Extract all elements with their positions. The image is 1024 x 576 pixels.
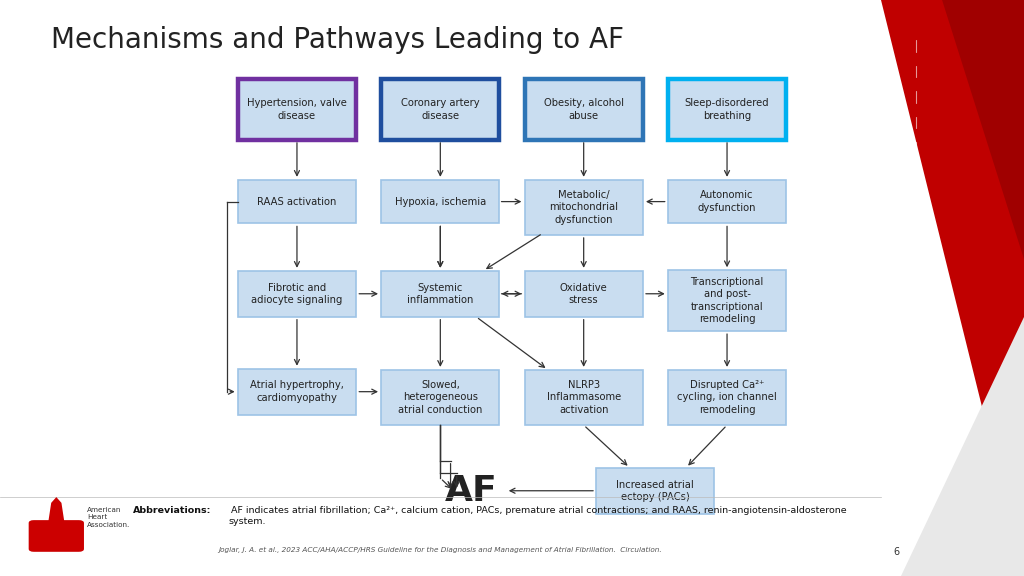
FancyBboxPatch shape bbox=[596, 468, 715, 514]
FancyBboxPatch shape bbox=[524, 370, 643, 425]
Text: Increased atrial
ectopy (PACs): Increased atrial ectopy (PACs) bbox=[616, 480, 694, 502]
Text: American
Heart
Association.: American Heart Association. bbox=[87, 507, 130, 528]
Text: AF indicates atrial fibrillation; Ca²⁺, calcium cation, PACs, premature atrial c: AF indicates atrial fibrillation; Ca²⁺, … bbox=[228, 506, 847, 526]
FancyBboxPatch shape bbox=[668, 370, 786, 425]
FancyBboxPatch shape bbox=[524, 180, 643, 235]
FancyBboxPatch shape bbox=[238, 271, 356, 317]
FancyBboxPatch shape bbox=[668, 271, 786, 331]
FancyBboxPatch shape bbox=[524, 271, 643, 317]
Text: Transcriptional
and post-
transcriptional
remodeling: Transcriptional and post- transcriptiona… bbox=[690, 277, 764, 324]
FancyBboxPatch shape bbox=[381, 271, 500, 317]
Text: Abbreviations:: Abbreviations: bbox=[133, 506, 212, 515]
Text: Hypoxia, ischemia: Hypoxia, ischemia bbox=[394, 196, 486, 207]
Polygon shape bbox=[901, 317, 1024, 576]
Text: Fibrotic and
adiocyte signaling: Fibrotic and adiocyte signaling bbox=[251, 283, 343, 305]
Text: Metabolic/
mitochondrial
dysfunction: Metabolic/ mitochondrial dysfunction bbox=[549, 190, 618, 225]
Text: Autonomic
dysfunction: Autonomic dysfunction bbox=[697, 191, 757, 213]
FancyBboxPatch shape bbox=[524, 79, 643, 139]
Text: NLRP3
Inflammasome
activation: NLRP3 Inflammasome activation bbox=[547, 380, 621, 415]
FancyBboxPatch shape bbox=[668, 79, 786, 139]
Text: Joglar, J. A. et al., 2023 ACC/AHA/ACCP/HRS Guideline for the Diagnosis and Mana: Joglar, J. A. et al., 2023 ACC/AHA/ACCP/… bbox=[218, 547, 663, 554]
Polygon shape bbox=[881, 0, 1024, 576]
FancyBboxPatch shape bbox=[381, 370, 500, 425]
Text: Disrupted Ca²⁺
cycling, ion channel
remodeling: Disrupted Ca²⁺ cycling, ion channel remo… bbox=[677, 380, 777, 415]
Text: Atrial hypertrophy,
cardiomyopathy: Atrial hypertrophy, cardiomyopathy bbox=[250, 381, 344, 403]
FancyBboxPatch shape bbox=[668, 180, 786, 223]
FancyBboxPatch shape bbox=[381, 180, 500, 223]
Text: Obesity, alcohol
abuse: Obesity, alcohol abuse bbox=[544, 98, 624, 120]
FancyBboxPatch shape bbox=[29, 520, 84, 552]
Polygon shape bbox=[942, 0, 1024, 259]
Text: 6: 6 bbox=[893, 547, 899, 557]
Text: Slowed,
heterogeneous
atrial conduction: Slowed, heterogeneous atrial conduction bbox=[398, 380, 482, 415]
Text: AF: AF bbox=[444, 473, 498, 508]
FancyBboxPatch shape bbox=[238, 180, 356, 223]
FancyBboxPatch shape bbox=[238, 79, 356, 139]
Text: Coronary artery
disease: Coronary artery disease bbox=[401, 98, 479, 120]
Text: Systemic
inflammation: Systemic inflammation bbox=[408, 283, 473, 305]
FancyBboxPatch shape bbox=[381, 79, 500, 139]
Text: RAAS activation: RAAS activation bbox=[257, 196, 337, 207]
Text: Sleep-disordered
breathing: Sleep-disordered breathing bbox=[685, 98, 769, 120]
Text: Oxidative
stress: Oxidative stress bbox=[560, 283, 607, 305]
Text: Mechanisms and Pathways Leading to AF: Mechanisms and Pathways Leading to AF bbox=[51, 26, 625, 54]
Polygon shape bbox=[48, 497, 65, 523]
FancyBboxPatch shape bbox=[238, 369, 356, 415]
Text: Hypertension, valve
disease: Hypertension, valve disease bbox=[247, 98, 347, 120]
